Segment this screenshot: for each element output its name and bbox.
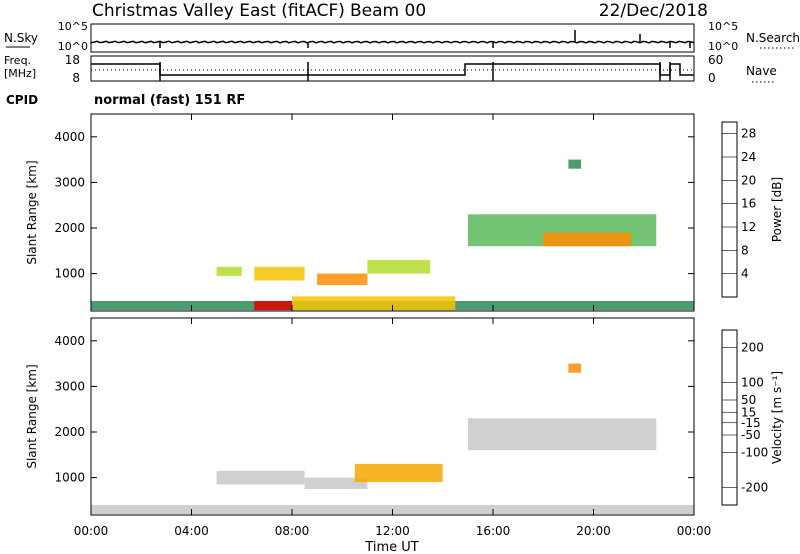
colorbar-tick-label: 16 xyxy=(741,197,756,211)
colorbar-tick-label: 8 xyxy=(741,243,749,257)
plot-title: Christmas Valley East (fitACF) xyxy=(92,1,345,21)
freq-label: Freq. xyxy=(4,54,31,67)
y-axis-label: Slant Range [km] xyxy=(25,160,39,264)
freq-tick-bottom: 8 xyxy=(72,71,80,85)
x-tick-label: 04:00 xyxy=(174,524,209,538)
heatmap-cell xyxy=(543,232,632,247)
colorbar-tick-label: 12 xyxy=(741,220,756,234)
heatmap-cell xyxy=(254,266,305,281)
nsearch-label: N.Search xyxy=(746,31,800,45)
nsky-tick-top: 10^5 xyxy=(58,20,88,33)
heatmap-cell xyxy=(367,259,431,274)
colorbar-tick-label: -15 xyxy=(741,416,761,430)
x-tick-label: 12:00 xyxy=(375,524,410,538)
nsearch-tick-top: 10^5 xyxy=(708,20,738,33)
y-tick-label: 4000 xyxy=(54,130,85,144)
colorbar-tick-label: -100 xyxy=(741,446,768,460)
heatmap-cell xyxy=(216,266,242,276)
colorbar-frame xyxy=(721,329,738,506)
nsky-label: N.Sky xyxy=(4,31,38,45)
colorbar-tick-label: 100 xyxy=(741,376,764,390)
colorbar-tick-label: 50 xyxy=(741,393,756,407)
nave-label: Nave xyxy=(746,64,777,78)
heatmap-panel-1: 1000 2000 3000 4000 Slant Range [km] 4 8 12 16 20… xyxy=(25,113,784,312)
heatmap-cell xyxy=(254,301,292,311)
heatmap-cell xyxy=(354,463,443,483)
colorbar-frame xyxy=(721,121,738,298)
x-tick-label: 16:00 xyxy=(476,524,511,538)
x-tick-label: 20:00 xyxy=(576,524,611,538)
cpid-label: CPID xyxy=(6,93,38,107)
y-tick-label: 2000 xyxy=(54,221,85,235)
y-tick-label: 2000 xyxy=(54,425,85,439)
date-label: 22/Dec/2018 xyxy=(599,1,708,21)
heatmap-cell xyxy=(304,477,368,489)
heatmap-frame xyxy=(90,317,695,516)
colorbar-tick-label: 28 xyxy=(741,127,756,141)
colorbar-tick-label: 24 xyxy=(741,150,756,164)
heatmap-cell xyxy=(216,470,305,485)
colorbar-tick-label: 4 xyxy=(741,267,749,281)
heatmap-frame xyxy=(90,113,695,312)
nsky-line xyxy=(90,40,695,44)
freq-trace xyxy=(91,62,694,81)
y-tick-label: 4000 xyxy=(54,334,85,348)
heatmap-cell xyxy=(317,273,368,285)
nsky-panel-frame xyxy=(90,23,695,53)
y-tick-label: 3000 xyxy=(54,175,85,189)
y-tick-label: 1000 xyxy=(54,471,85,485)
heatmap-cell xyxy=(467,418,657,451)
cpid-value: normal (fast) 151 RF xyxy=(94,93,245,108)
nave-tick-top: 60 xyxy=(708,53,723,67)
nave-tick-bottom: 0 xyxy=(708,71,716,85)
colorbar-tick-label: 15 xyxy=(741,405,756,419)
colorbar-tick-label: -50 xyxy=(741,428,761,442)
colorbar-label: Power [dB] xyxy=(770,177,784,242)
y-tick-label: 1000 xyxy=(54,267,85,281)
x-tick-label: 00:00 xyxy=(74,524,109,538)
heatmap-panel-2: 1000 2000 3000 4000 00:00 04:00 08:00 12:00 16:0… xyxy=(25,317,784,538)
y-tick-label: 3000 xyxy=(54,379,85,393)
heatmap-cell xyxy=(568,159,581,169)
x-tick-label: 08:00 xyxy=(275,524,310,538)
x-axis-label: Time UT xyxy=(364,540,418,554)
heatmap-panels: 1000 2000 3000 4000 Slant Range [km] 4 8 12 16 20… xyxy=(25,113,784,538)
colorbar-label: Velocity [m s⁻¹] xyxy=(770,371,784,464)
freq-panel-frame xyxy=(90,55,695,82)
colorbar-tick-label: -200 xyxy=(741,481,768,495)
colorbar-tick-label: 20 xyxy=(741,173,756,187)
heatmap-cell xyxy=(292,296,456,311)
nsearch-tick-bottom: 10^0 xyxy=(708,40,738,53)
freq-unit-label: [MHz] xyxy=(4,67,36,80)
y-axis-label: Slant Range [km] xyxy=(25,364,39,468)
nsky-tick-bottom: 10^0 xyxy=(58,40,88,53)
colorbar-tick-label: 200 xyxy=(741,341,764,355)
freq-tick-top: 18 xyxy=(65,53,80,67)
beam-label: Beam 00 xyxy=(350,1,426,21)
nsky-trace xyxy=(90,30,695,48)
heatmap-cell xyxy=(568,363,581,373)
x-tick-label: 00:00 xyxy=(677,524,712,538)
